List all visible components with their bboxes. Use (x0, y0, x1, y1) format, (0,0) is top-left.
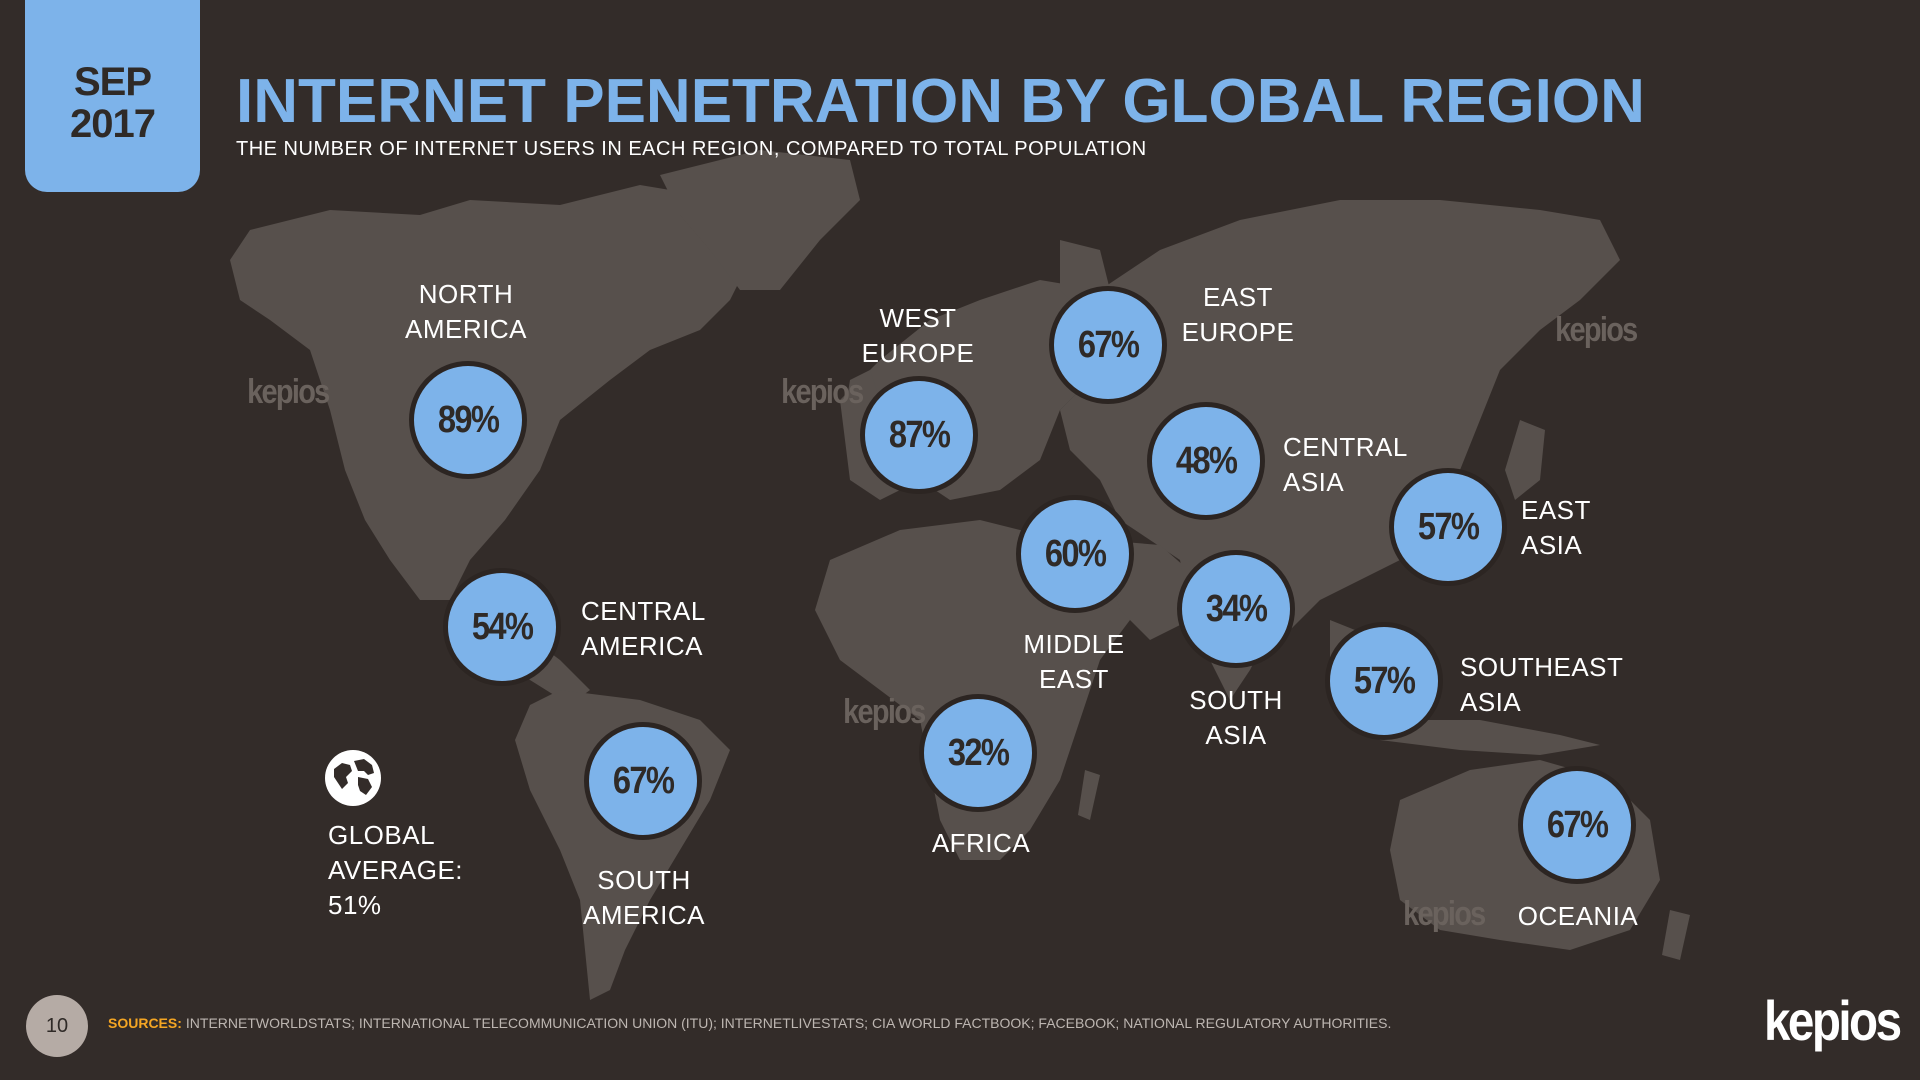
penetration-bubble: 67% (584, 722, 702, 840)
penetration-bubble: 87% (860, 376, 978, 494)
page-number: 10 (26, 995, 88, 1057)
penetration-value: 54% (471, 605, 534, 648)
watermark-logo: kepios (247, 373, 330, 411)
penetration-value: 57% (1417, 505, 1480, 548)
continent-madagascar (1078, 770, 1100, 820)
region-label: SOUTH ASIA (1189, 685, 1283, 750)
global-average-value: 51% (328, 890, 382, 920)
watermark-logo: kepios (843, 693, 926, 731)
date-month: SEP (73, 60, 152, 104)
region-label: SOUTHEAST ASIA (1460, 652, 1624, 717)
penetration-bubble: 57% (1325, 622, 1443, 740)
global-label-line1: GLOBAL (328, 820, 436, 850)
penetration-bubble: 57% (1389, 468, 1507, 586)
penetration-value: 57% (1353, 659, 1416, 702)
globe-icon (325, 750, 381, 806)
region-label: AFRICA (931, 828, 1031, 858)
continent-new-zealand (1662, 910, 1690, 960)
region-label: OCEANIA (1517, 901, 1639, 931)
penetration-value: 67% (1077, 323, 1140, 366)
penetration-bubble: 89% (409, 361, 527, 479)
page-title: INTERNET PENETRATION BY GLOBAL REGION (236, 67, 1645, 136)
penetration-value: 67% (612, 759, 675, 802)
penetration-bubble: 54% (443, 568, 561, 686)
continent-asia (1060, 200, 1620, 640)
date-year: 2017 (70, 102, 156, 146)
penetration-value: 32% (947, 731, 1010, 774)
region-label: NORTH AMERICA (405, 279, 527, 344)
continent-greenland (660, 150, 860, 290)
penetration-value: 67% (1546, 803, 1609, 846)
penetration-value: 48% (1175, 439, 1238, 482)
global-label-line2: AVERAGE: (328, 855, 464, 885)
watermark-logo: kepios (781, 373, 864, 411)
penetration-value: 87% (888, 413, 951, 456)
sources-label: SOURCES: (108, 1015, 182, 1031)
date-badge: SEP 2017 (25, 0, 200, 192)
region-label: CENTRAL AMERICA (581, 596, 706, 661)
continent-japan (1505, 420, 1545, 500)
global-average: GLOBAL AVERAGE: 51% (328, 818, 463, 923)
continent-indonesia (1360, 720, 1600, 755)
penetration-bubble: 67% (1049, 286, 1167, 404)
sources: SOURCES: INTERNETWORLDSTATS; INTERNATIONA… (108, 1015, 1391, 1031)
penetration-value: 89% (437, 398, 500, 441)
penetration-value: 60% (1044, 532, 1107, 575)
region-label: SOUTH AMERICA (583, 865, 705, 930)
region-label: EAST EUROPE (1181, 282, 1295, 347)
region-label: CENTRAL ASIA (1283, 432, 1408, 497)
penetration-value: 34% (1205, 587, 1268, 630)
region-label: WEST EUROPE (861, 303, 975, 368)
sources-text: INTERNETWORLDSTATS; INTERNATIONAL TELECO… (185, 1015, 1392, 1031)
penetration-bubble: 67% (1518, 766, 1636, 884)
page-subtitle: THE NUMBER OF INTERNET USERS IN EACH REG… (236, 138, 1147, 160)
watermark-logo: kepios (1403, 895, 1486, 933)
penetration-bubble: 34% (1177, 550, 1295, 668)
brand-logo: kepios (1764, 989, 1902, 1052)
watermark-logo: kepios (1555, 311, 1638, 349)
penetration-bubble: 60% (1016, 495, 1134, 613)
region-label: MIDDLE EAST (1023, 629, 1125, 694)
penetration-bubble: 32% (919, 694, 1037, 812)
penetration-bubble: 48% (1147, 402, 1265, 520)
region-label: EAST ASIA (1521, 495, 1591, 560)
